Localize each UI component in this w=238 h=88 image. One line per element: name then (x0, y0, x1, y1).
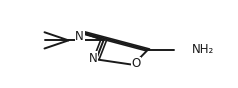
Text: N: N (89, 52, 98, 65)
Text: NH₂: NH₂ (192, 43, 214, 56)
Text: O: O (131, 57, 140, 70)
Text: N: N (75, 30, 84, 43)
